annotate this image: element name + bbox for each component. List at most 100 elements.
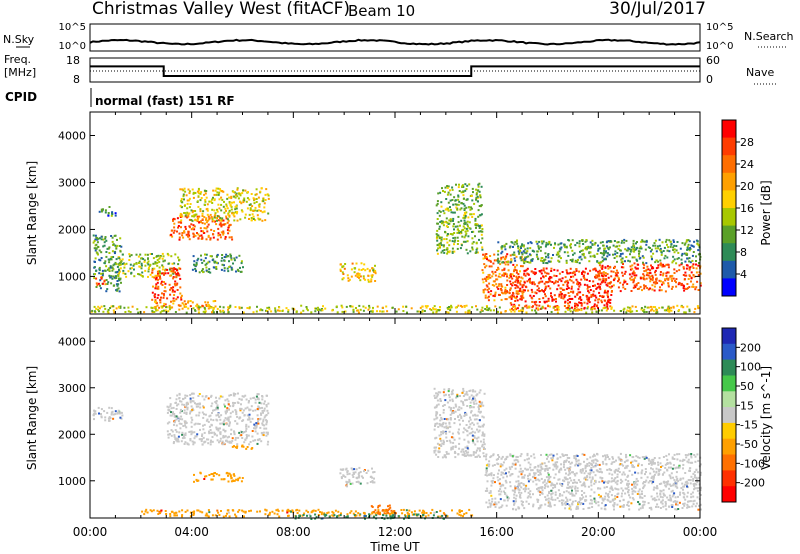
power-echo-cell: [236, 187, 239, 190]
power-echo-cell: [506, 261, 509, 264]
power-echo-cell: [694, 307, 697, 310]
power-echo-cell: [586, 307, 589, 310]
power-echo-cell: [194, 210, 197, 212]
power-echo-cell: [699, 272, 702, 275]
power-echo-cell: [648, 276, 651, 279]
power-echo-cell: [538, 301, 541, 303]
freq-panel: [89, 57, 701, 83]
power-echo-cell: [678, 281, 681, 284]
freq-label: Freq.: [4, 53, 31, 66]
velocity-echo-cell: [471, 439, 474, 442]
velocity-echo-cell: [668, 483, 671, 486]
power-echo-cell: [690, 277, 693, 280]
velocity-echo-cell: [468, 432, 471, 435]
power-echo-cell: [677, 257, 680, 260]
power-echo-cell: [112, 309, 115, 312]
velocity-echo-cell: [665, 508, 668, 511]
velocity-echo-cell: [603, 498, 606, 501]
power-echo-cell: [535, 292, 538, 295]
velocity-echo-cell: [215, 418, 218, 421]
velocity-echo-cell: [559, 456, 562, 459]
power-echo-cell: [538, 247, 540, 250]
power-echo-cell: [672, 260, 675, 262]
power-echo-cell: [107, 308, 110, 311]
velocity-echo-cell: [346, 470, 349, 473]
power-echo-cell: [156, 261, 159, 264]
power-echo-cell: [547, 260, 550, 263]
power-echo-cell: [158, 260, 161, 263]
velocity-echo-cell: [472, 389, 475, 392]
power-echo-cell: [268, 308, 271, 311]
power-echo-cell: [462, 202, 465, 205]
velocity-echo-cell: [207, 442, 210, 445]
power-echo-cell: [516, 242, 519, 245]
power-echo-cell: [217, 193, 220, 196]
power-echo-cell: [593, 243, 596, 246]
velocity-echo-cell: [446, 401, 449, 404]
power-echo-cell: [226, 193, 229, 196]
velocity-echo-cell: [217, 429, 220, 432]
power-echo-cell: [471, 216, 474, 218]
power-echo-cell: [580, 278, 583, 281]
power-echo-cell: [108, 246, 111, 249]
velocity-echo-cell: [104, 416, 107, 419]
velocity-echo-cell: [518, 470, 521, 473]
velocity-echo-cell: [544, 469, 547, 472]
velocity-echo-cell: [265, 431, 268, 434]
velocity-echo-cell: [191, 407, 194, 410]
velocity-echo-cell: [252, 409, 255, 412]
power-echo-cell: [95, 277, 98, 280]
power-echo-cell: [684, 260, 687, 263]
power-echo-cell: [253, 202, 256, 205]
power-echo-cell: [180, 298, 183, 301]
power-echo-cell: [636, 259, 639, 262]
power-echo-cell: [351, 305, 354, 308]
velocity-echo-cell: [203, 423, 206, 426]
velocity-echo-cell: [489, 502, 492, 505]
power-echo-cell: [166, 268, 169, 271]
power-echo-cell: [697, 289, 700, 291]
power-echo-cell: [572, 291, 575, 294]
power-echo-cell: [509, 273, 512, 276]
velocity-echo-cell: [544, 468, 547, 470]
power-echo-cell: [675, 281, 677, 284]
velocity-echo-cell: [613, 460, 616, 463]
power-echo-cell: [671, 279, 674, 282]
velocity-echo-cell: [611, 461, 614, 464]
power-echo-cell: [442, 244, 445, 247]
power-echo-cell: [95, 307, 98, 310]
power-echo-cell: [214, 305, 217, 308]
power-echo-cell: [473, 202, 476, 205]
power-echo-cell: [519, 270, 521, 273]
power-echo-cell: [238, 307, 241, 310]
power-echo-cell: [663, 265, 666, 268]
power-echo-cell: [514, 307, 517, 310]
power-echo-cell: [649, 280, 652, 283]
power-echo-cell: [421, 310, 424, 313]
nsky-trace: [89, 38, 701, 46]
power-echo-cell: [166, 297, 169, 300]
power-echo-cell: [545, 272, 548, 275]
power-echo-cell: [614, 272, 617, 275]
power-echo-cell: [121, 253, 124, 256]
power-echo-cell: [480, 213, 483, 216]
power-echo-cell: [212, 311, 215, 314]
power-echo-cell: [576, 293, 579, 296]
power-echo-cell: [481, 248, 484, 251]
power-echo-cell: [176, 269, 178, 272]
power-echo-cell: [465, 232, 468, 235]
colorbar-tick-label: 4: [740, 268, 747, 281]
power-echo-cell: [98, 258, 101, 261]
power-echo-cell: [424, 305, 427, 308]
power-echo-cell: [373, 270, 375, 273]
velocity-echo-cell: [518, 484, 521, 487]
power-echo-cell: [358, 273, 361, 275]
velocity-echo-cell: [260, 440, 263, 443]
power-echo-cell: [582, 243, 585, 245]
velocity-echo-cell: [544, 479, 546, 482]
power-echo-cell: [475, 192, 478, 195]
velocity-echo-cell: [536, 500, 539, 503]
power-echo-cell: [218, 198, 221, 201]
